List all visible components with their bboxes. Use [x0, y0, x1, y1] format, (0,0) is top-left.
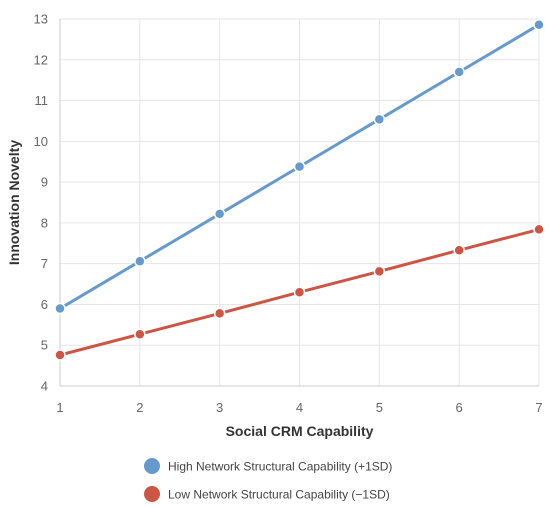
- y-tick-label: 6: [41, 297, 48, 312]
- x-tick-label: 3: [216, 400, 223, 415]
- y-axis-title: Innovation Novelty: [6, 140, 22, 265]
- series-1-point: [533, 223, 545, 236]
- series-1-point: [373, 265, 386, 278]
- series-0-point: [54, 302, 66, 315]
- series-1-point: [54, 349, 66, 361]
- x-axis-title: Social CRM Capability: [226, 423, 374, 439]
- y-tick-label: 10: [34, 134, 48, 149]
- y-tick-label: 8: [41, 215, 48, 230]
- x-tick-label: 7: [535, 400, 542, 415]
- legend-label-0[interactable]: High Network Structural Capability (+1SD…: [168, 460, 392, 474]
- series-0-point: [373, 113, 386, 126]
- legend-marker-1[interactable]: [144, 486, 160, 502]
- y-tick-label: 11: [35, 93, 49, 108]
- x-tick-label: 4: [296, 400, 303, 415]
- x-tick-label: 6: [456, 400, 463, 415]
- legend: High Network Structural Capability (+1SD…: [144, 458, 392, 502]
- series-group: [54, 18, 545, 361]
- series-0-point: [533, 18, 545, 31]
- series-1-point: [453, 244, 465, 256]
- y-tick-labels: 4 5 6 7 8 9 10 11 12 13: [34, 12, 48, 394]
- y-tick-label: 13: [34, 12, 48, 27]
- legend-label-1[interactable]: Low Network Structural Capability (−1SD): [168, 488, 390, 502]
- series-0-point: [293, 160, 306, 173]
- y-tick-label: 9: [41, 175, 48, 190]
- series-1-point: [213, 307, 226, 320]
- series-0-point: [453, 66, 465, 78]
- legend-marker-0[interactable]: [144, 458, 160, 474]
- series-0-point: [134, 255, 146, 267]
- x-tick-labels: 1 2 3 4 5 6 7: [56, 400, 542, 415]
- x-tick-label: 5: [376, 400, 383, 415]
- series-1-point: [134, 328, 146, 340]
- y-tick-label: 7: [41, 256, 48, 271]
- y-tick-label: 12: [34, 52, 48, 67]
- series-0-point: [213, 208, 226, 220]
- x-tick-label: 2: [136, 400, 143, 415]
- y-tick-label: 5: [41, 338, 48, 353]
- y-tick-label: 4: [41, 379, 48, 394]
- x-tick-label: 1: [56, 400, 63, 415]
- grid: [59, 18, 540, 387]
- series-1-point: [293, 286, 306, 298]
- axes: [59, 19, 539, 387]
